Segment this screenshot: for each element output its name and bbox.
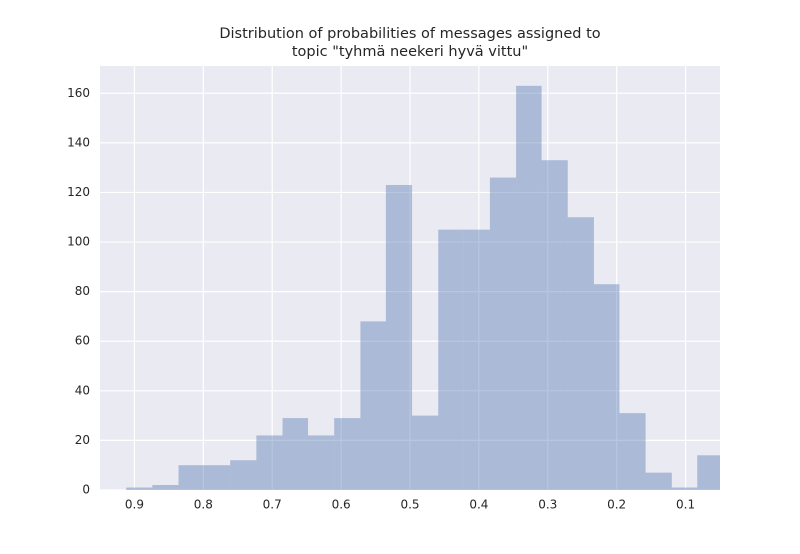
bar xyxy=(619,413,646,490)
bar xyxy=(385,185,413,490)
x-tick-label: 0.2 xyxy=(607,498,626,512)
y-tick-label: 60 xyxy=(75,334,90,348)
bar xyxy=(593,284,620,490)
bar xyxy=(204,465,231,490)
bar xyxy=(645,472,672,490)
bar xyxy=(671,487,698,490)
y-tick-label: 40 xyxy=(75,383,90,397)
bar xyxy=(567,217,594,490)
y-tick-label: 20 xyxy=(75,433,90,447)
bar xyxy=(516,85,542,490)
bar xyxy=(360,321,386,490)
bar xyxy=(282,418,309,490)
bar xyxy=(308,435,335,490)
x-tick-label: 0.3 xyxy=(538,498,557,512)
chart-title: topic "tyhmä neekeri hyvä vittu" xyxy=(292,44,528,60)
x-tick-label: 0.8 xyxy=(194,498,213,512)
bar xyxy=(256,435,283,490)
y-tick-label: 80 xyxy=(75,284,90,298)
y-tick-label: 100 xyxy=(67,235,90,249)
x-tick-label: 0.4 xyxy=(469,498,488,512)
bars xyxy=(126,85,720,490)
chart-title: Distribution of probabilities of message… xyxy=(219,26,600,42)
bar xyxy=(541,160,568,490)
bar xyxy=(489,177,517,490)
x-tick-label: 0.1 xyxy=(676,498,695,512)
x-tick-label: 0.9 xyxy=(125,498,144,512)
bar xyxy=(697,455,720,490)
bar xyxy=(230,460,257,490)
bar xyxy=(412,415,439,490)
x-tick-label: 0.5 xyxy=(400,498,419,512)
y-tick-label: 160 xyxy=(67,86,90,100)
y-tick-label: 0 xyxy=(82,483,90,497)
bar xyxy=(178,465,205,490)
bar xyxy=(152,485,179,490)
x-tick-label: 0.7 xyxy=(263,498,282,512)
y-tick-label: 140 xyxy=(67,135,90,149)
labels: 0 20 40 60 80 100 120 140 160 0.9 0.8 0.7 0.6 0.5 0.4 0… xyxy=(67,86,695,512)
bar xyxy=(334,418,361,490)
bar xyxy=(463,229,490,490)
y-tick-label: 120 xyxy=(67,185,90,199)
grid xyxy=(100,66,720,491)
x-tick-label: 0.6 xyxy=(332,498,351,512)
bar xyxy=(126,487,153,490)
bar xyxy=(438,229,464,490)
